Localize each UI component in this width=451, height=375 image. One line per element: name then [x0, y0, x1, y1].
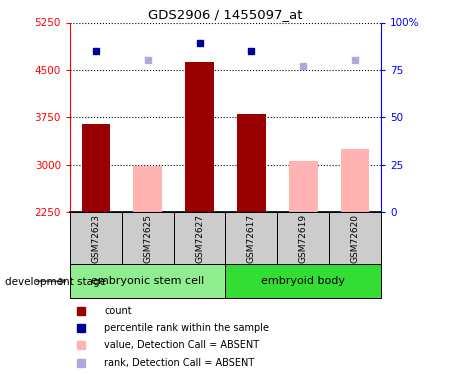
Bar	[133, 166, 162, 212]
FancyBboxPatch shape	[174, 212, 226, 264]
FancyBboxPatch shape	[277, 212, 329, 264]
Bar	[289, 161, 318, 212]
Text: embryonic stem cell: embryonic stem cell	[91, 276, 204, 286]
FancyBboxPatch shape	[226, 264, 381, 298]
Text: GSM72617: GSM72617	[247, 214, 256, 262]
FancyBboxPatch shape	[70, 264, 226, 298]
Text: value, Detection Call = ABSENT: value, Detection Call = ABSENT	[104, 340, 259, 350]
Text: GSM72619: GSM72619	[299, 214, 308, 262]
FancyBboxPatch shape	[329, 212, 381, 264]
Bar	[185, 62, 214, 212]
Text: embryoid body: embryoid body	[261, 276, 345, 286]
Text: GSM72620: GSM72620	[351, 214, 359, 262]
Text: GSM72627: GSM72627	[195, 214, 204, 262]
Bar	[237, 114, 266, 212]
Text: development stage: development stage	[5, 277, 106, 286]
Text: count: count	[104, 306, 132, 315]
Text: percentile rank within the sample: percentile rank within the sample	[104, 323, 269, 333]
Bar	[82, 123, 110, 212]
Text: GSM72623: GSM72623	[92, 214, 100, 262]
FancyBboxPatch shape	[226, 212, 277, 264]
FancyBboxPatch shape	[122, 212, 174, 264]
Bar	[341, 149, 369, 212]
Text: GSM72625: GSM72625	[143, 214, 152, 262]
Text: rank, Detection Call = ABSENT: rank, Detection Call = ABSENT	[104, 358, 254, 368]
FancyBboxPatch shape	[70, 212, 122, 264]
Title: GDS2906 / 1455097_at: GDS2906 / 1455097_at	[148, 8, 303, 21]
